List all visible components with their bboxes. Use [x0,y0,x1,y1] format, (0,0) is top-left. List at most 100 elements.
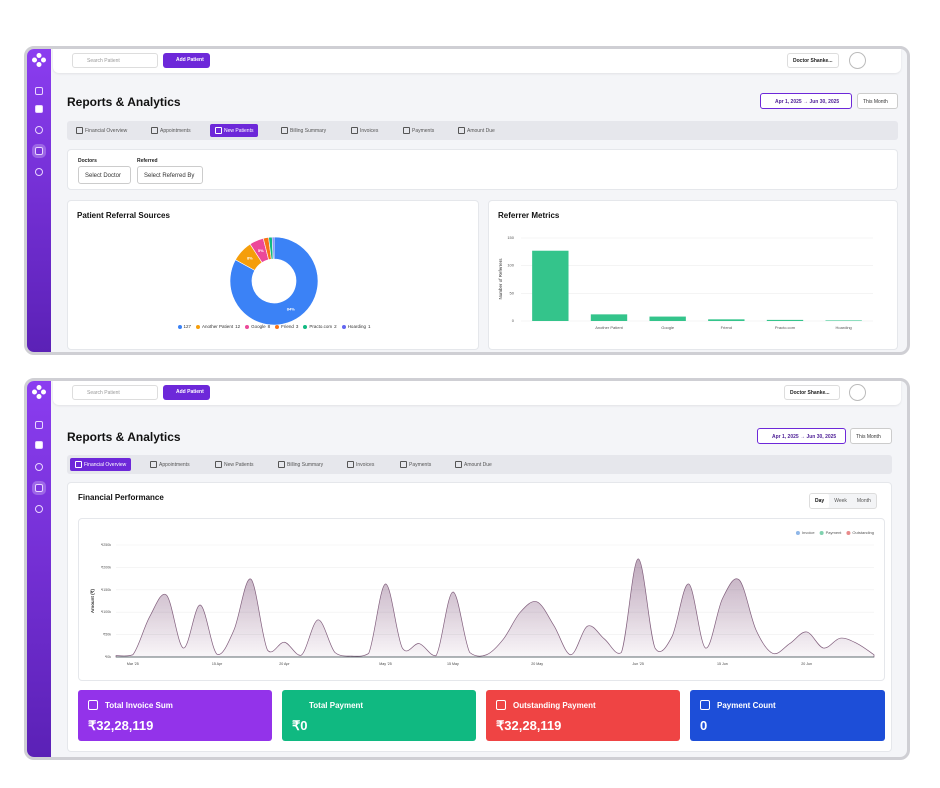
add-patient-button[interactable]: Add Patient [163,385,210,400]
date-range[interactable]: Apr 1, 2025 → Jun 30, 2025 [760,93,852,109]
tab[interactable]: Payments [398,124,439,137]
date-range[interactable]: Apr 1, 2025 → Jun 30, 2025 [757,428,846,444]
stat-value: 0 [700,718,708,733]
user-menu[interactable]: Doctor Shanke... [784,385,840,400]
legend-label: Hoarding [347,324,366,329]
stat-value: ₹0 [292,718,308,733]
nav-dashboard[interactable] [35,87,43,95]
y-axis-label: Amount (₹) [90,588,95,613]
tab[interactable]: Billing Summary [273,458,328,471]
logo [32,53,46,67]
tab[interactable]: Financial Overview [71,124,132,137]
referred-select[interactable]: Select Referred By [137,166,203,184]
x-tick-label: Mar '25 [127,662,139,666]
x-tick-label: 15 May [447,662,459,666]
nav-dashboard[interactable] [35,421,43,429]
tab-active[interactable]: Financial Overview [70,458,132,471]
stat-icon [700,700,710,710]
nav-settings[interactable] [35,168,43,176]
bar [590,314,628,321]
granularity-toggle: Day Week Month [809,493,877,509]
chart-title: Patient Referral Sources [77,211,170,220]
legend-count: 2 [334,324,337,329]
legend-count: 1 [367,324,371,329]
bar [708,319,745,321]
search-input[interactable]: Search Patient [72,385,158,400]
period-select[interactable]: This Month [850,428,892,444]
nav-calendar[interactable] [35,441,43,449]
x-tick-label: 20 Jun [801,662,812,666]
nav-calendar[interactable] [35,105,43,113]
nav-patients[interactable] [35,126,43,134]
y-tick-label: 100 [507,263,514,268]
bar [766,319,804,321]
legend-count: 127 [183,324,192,329]
area-chart: Amount (₹) ₹0k ₹50k ₹100k ₹150k ₹200k ₹250k Ma… [90,530,875,666]
stat-card: Outstanding Payment ₹32,28,119 [486,690,680,741]
legend-item: 127 [177,324,192,329]
chart-card: Amount (₹) ₹0k ₹50k ₹100k ₹150k ₹200k ₹250k Ma… [78,518,885,681]
x-tick-label: May '25 [379,662,391,666]
doctor-select[interactable]: Select Doctor [78,166,131,184]
screen-new-patients: Search Patient Add Patient Doctor Shanke… [24,46,910,355]
y-tick-label: ₹150k [101,588,111,592]
tab[interactable]: Amount Due [453,124,500,137]
stat-label: Total Invoice Sum [105,701,173,710]
legend-label: Another Patient [202,324,234,329]
legend-item: Friend 3 [275,324,298,329]
tab[interactable]: Appointments [145,458,195,471]
page-title: Reports & Analytics [67,430,181,444]
slice-label: 5% [258,248,264,253]
legend-dot [275,324,280,329]
y-tick-label: ₹50k [103,633,111,637]
nav-reports[interactable] [32,481,46,495]
theme-toggle[interactable] [849,52,866,69]
tab[interactable]: Payments [395,458,436,471]
legend-label: Friend [281,324,294,329]
nav-settings[interactable] [35,505,43,513]
x-tick-label: Jun '25 [632,662,643,666]
legend-label: Outstanding [852,530,874,535]
toggle-option[interactable]: Month [856,498,871,504]
tab[interactable]: Amount Due [450,458,497,471]
legend-label: Practo.com [309,324,333,329]
tab[interactable]: Invoices [342,458,379,471]
theme-toggle[interactable] [849,384,866,401]
legend-item: Google 8 [245,324,270,329]
pie-slice [229,236,319,326]
add-patient-button[interactable]: Add Patient [163,53,210,68]
tab[interactable]: Appointments [146,124,196,137]
tab-active[interactable]: New Patients [210,124,259,137]
profile-button[interactable] [887,52,904,69]
nav-reports[interactable] [32,144,46,158]
period-select[interactable]: This Month [857,93,898,109]
legend-dot [846,531,851,535]
stat-card: Payment Count 0 [690,690,885,741]
x-tick-label: Friend [721,325,732,330]
user-menu[interactable]: Doctor Shanke... [787,53,839,68]
chart-title: Referrer Metrics [498,211,560,220]
toggle-option[interactable]: Day [810,494,830,508]
toggle-option[interactable]: Week [834,498,847,504]
x-tick-label: 20 Apr [279,662,290,666]
stat-value: ₹32,28,119 [88,718,154,733]
pie-slice [271,236,275,260]
search-input[interactable]: Search Patient [72,53,158,68]
legend-count: 8 [267,324,271,329]
filter-label: Doctors [78,158,97,164]
help-button[interactable] [868,52,885,69]
tab[interactable]: Billing Summary [276,124,331,137]
topbar: Search Patient Add Patient Doctor Shanke… [53,381,901,405]
help-button[interactable] [868,384,885,401]
stat-label: Payment Count [717,701,776,710]
tab[interactable]: Invoices [346,124,383,137]
stat-card: Total Payment ₹0 [282,690,476,741]
screen-financial-overview: Search Patient Add Patient Doctor Shanke… [24,378,910,760]
topbar: Search Patient Add Patient Doctor Shanke… [53,49,901,73]
nav-patients[interactable] [35,463,43,471]
stat-label: Total Payment [309,701,364,710]
tab[interactable]: New Patients [210,458,258,471]
tab-bar: Financial Overview Appointments New Pati… [67,455,892,474]
x-tick-label: Google [661,325,675,330]
profile-button[interactable] [887,384,904,401]
